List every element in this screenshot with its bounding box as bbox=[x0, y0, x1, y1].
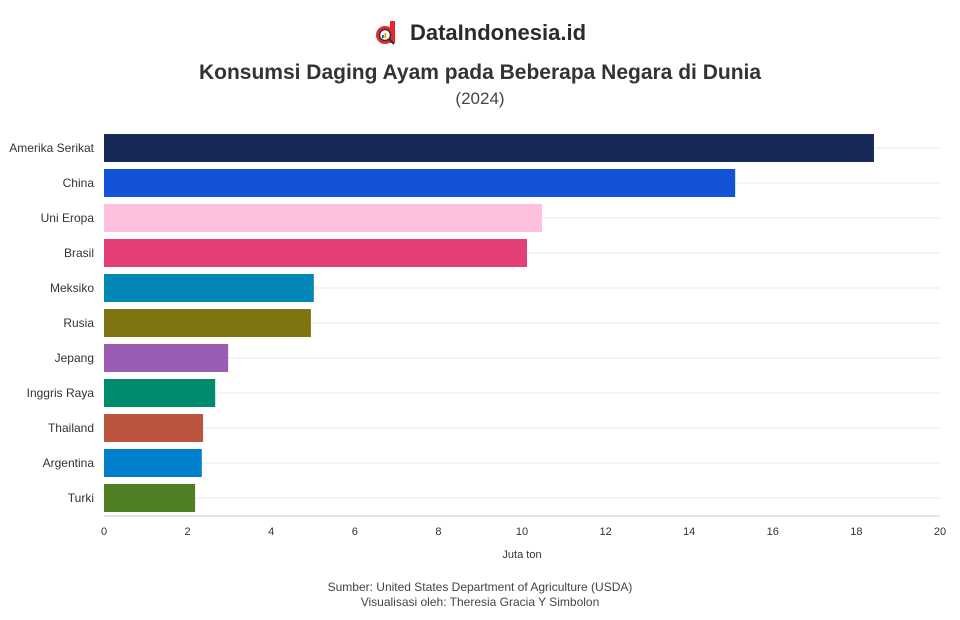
bar bbox=[104, 274, 314, 302]
chart-title: Konsumsi Daging Ayam pada Beberapa Negar… bbox=[198, 61, 762, 84]
category-label: Amerika Serikat bbox=[9, 141, 94, 155]
category-label: Meksiko bbox=[50, 281, 94, 295]
bar bbox=[104, 379, 216, 407]
category-label: Uni Eropa bbox=[41, 211, 95, 225]
x-tick-label: 14 bbox=[683, 526, 695, 538]
category-label: Thailand bbox=[48, 421, 94, 435]
credit-note: Visualisasi oleh: Theresia Gracia Y Simb… bbox=[360, 595, 600, 609]
category-label: Brasil bbox=[64, 246, 94, 260]
x-tick-label: 20 bbox=[934, 526, 946, 538]
x-tick-label: 12 bbox=[599, 526, 611, 538]
brand-logo: DataIndonesia.id bbox=[0, 20, 960, 51]
bar bbox=[104, 309, 311, 337]
category-label: Inggris Raya bbox=[27, 386, 95, 400]
magnifier-d-logo-icon bbox=[375, 21, 395, 45]
x-tick-label: 0 bbox=[101, 526, 107, 538]
chart-footer: Sumber: United States Department of Agri… bbox=[0, 580, 960, 610]
category-label: Rusia bbox=[63, 316, 94, 330]
x-tick-label: 8 bbox=[435, 526, 441, 538]
x-tick-label: 10 bbox=[516, 526, 528, 538]
x-tick-label: 18 bbox=[850, 526, 862, 538]
x-axis-title: Juta ton bbox=[502, 549, 541, 561]
chart-subtitle: (2024) bbox=[455, 89, 505, 108]
category-label: China bbox=[63, 176, 95, 190]
bar bbox=[104, 134, 874, 162]
bar bbox=[104, 239, 528, 267]
x-tick-label: 2 bbox=[185, 526, 191, 538]
bar bbox=[104, 204, 543, 232]
x-tick-label: 4 bbox=[268, 526, 274, 538]
bar bbox=[104, 449, 202, 477]
bar bbox=[104, 484, 196, 512]
category-label: Jepang bbox=[55, 351, 94, 365]
category-label: Argentina bbox=[43, 456, 95, 470]
bar bbox=[104, 169, 736, 197]
bar bbox=[104, 414, 204, 442]
source-note: Sumber: United States Department of Agri… bbox=[327, 580, 633, 594]
category-label: Turki bbox=[68, 491, 94, 505]
bar bbox=[104, 344, 229, 372]
brand-name: DataIndonesia.id bbox=[409, 20, 587, 45]
x-tick-label: 16 bbox=[767, 526, 779, 538]
x-tick-label: 6 bbox=[352, 526, 358, 538]
